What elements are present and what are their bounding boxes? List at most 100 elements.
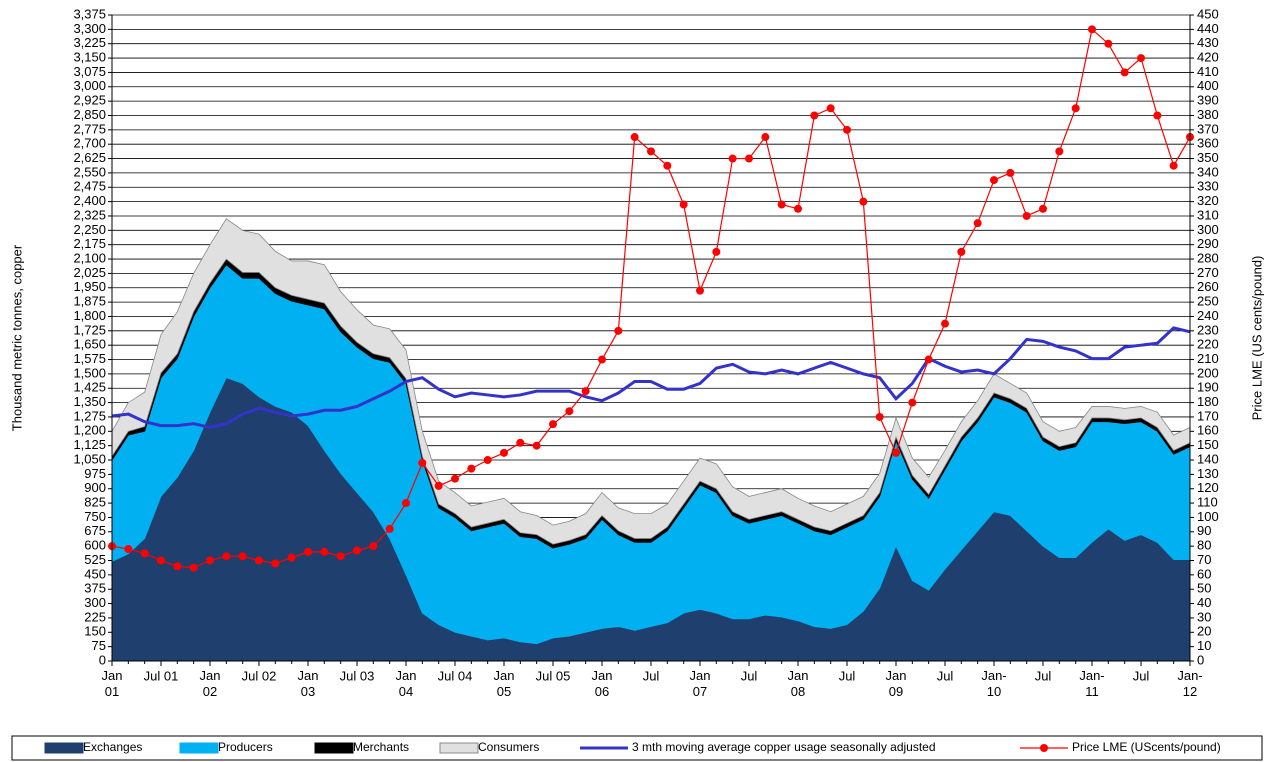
- marker: [467, 464, 476, 473]
- y-tick-label: 825: [84, 495, 106, 510]
- y2-tick-label: 220: [1197, 337, 1219, 352]
- y2-tick-label: 140: [1197, 451, 1219, 466]
- x-tick-label: Jul: [839, 668, 856, 683]
- x-tick-label: Jan-10: [981, 668, 1006, 699]
- y-tick-label: 1,500: [73, 365, 106, 380]
- marker: [353, 546, 361, 555]
- legend-label: 3 mth moving average copper usage season…: [632, 740, 936, 754]
- marker: [745, 154, 753, 163]
- y2-tick-label: 450: [1197, 6, 1219, 21]
- y2-tick-label: 210: [1197, 351, 1219, 366]
- legend-label: Price LME (UScents/pound): [1072, 740, 1221, 754]
- y-tick-label: 300: [84, 595, 106, 610]
- legend-swatch: [179, 742, 219, 754]
- x-tick-label: Jan 01: [102, 668, 123, 699]
- marker: [1104, 39, 1113, 48]
- marker: [1169, 161, 1178, 170]
- marker: [140, 549, 149, 558]
- marker: [157, 556, 165, 565]
- marker: [222, 552, 231, 561]
- y2-tick-label: 120: [1197, 480, 1219, 495]
- y-axis-title: Thousand metric tonnes, copper: [9, 244, 24, 431]
- marker: [483, 456, 492, 465]
- y2-tick-label: 180: [1197, 394, 1219, 409]
- marker: [336, 552, 345, 561]
- marker: [630, 133, 639, 142]
- y2-tick-label: 300: [1197, 222, 1219, 237]
- y2-tick-label: 290: [1197, 236, 1219, 251]
- x-tick-label: Jul: [643, 668, 660, 683]
- y-tick-label: 375: [84, 581, 106, 596]
- y2-tick-label: 150: [1197, 437, 1219, 452]
- y-tick-label: 75: [92, 638, 106, 653]
- y2-tick-label: 340: [1197, 164, 1219, 179]
- marker: [189, 563, 198, 572]
- marker: [304, 547, 312, 556]
- y-tick-label: 2,250: [73, 222, 106, 237]
- y-tick-label: 2,475: [73, 179, 106, 194]
- marker: [1055, 147, 1064, 156]
- legend-label: Merchants: [353, 740, 409, 754]
- marker: [402, 499, 410, 508]
- marker: [826, 104, 835, 113]
- y-tick-label: 900: [84, 480, 106, 495]
- y2-tick-label: 360: [1197, 136, 1219, 151]
- legend-label: Consumers: [478, 740, 539, 754]
- y-tick-label: 1,950: [73, 279, 106, 294]
- y-tick-label: 0: [99, 652, 106, 667]
- y2-tick-label: 200: [1197, 365, 1219, 380]
- marker: [794, 204, 802, 213]
- marker: [385, 524, 394, 533]
- y2-tick-label: 420: [1197, 50, 1219, 65]
- y-tick-label: 1,350: [73, 394, 106, 409]
- marker: [647, 147, 655, 156]
- marker: [124, 545, 133, 554]
- marker: [173, 562, 182, 571]
- y-tick-label: 675: [84, 523, 106, 538]
- marker: [712, 247, 721, 256]
- y-tick-label: 150: [84, 624, 106, 639]
- y2-tick-label: 240: [1197, 308, 1219, 323]
- marker: [369, 542, 378, 551]
- x-tick-label: Jan 07: [690, 668, 711, 699]
- x-tick-label: Jan 09: [886, 668, 907, 699]
- marker: [532, 441, 541, 450]
- y-tick-label: 2,850: [73, 107, 106, 122]
- y-tick-label: 2,025: [73, 265, 106, 280]
- y-tick-label: 2,925: [73, 93, 106, 108]
- y2-tick-label: 270: [1197, 265, 1219, 280]
- y-tick-label: 450: [84, 566, 106, 581]
- x-tick-label: Jul: [1035, 668, 1052, 683]
- marker: [581, 387, 590, 396]
- marker: [434, 481, 443, 490]
- legend-swatch: [44, 742, 84, 754]
- y2-tick-label: 260: [1197, 279, 1219, 294]
- marker: [941, 319, 949, 328]
- x-tick-label: Jul 01: [144, 668, 179, 683]
- y2-tick-label: 400: [1197, 78, 1219, 93]
- y2-tick-label: 20: [1197, 624, 1211, 639]
- legend: Exchanges Producers Merchants Consumers 3 mt…: [44, 740, 1221, 754]
- y-tick-label: 3,075: [73, 64, 106, 79]
- y2-tick-label: 10: [1197, 638, 1211, 653]
- x-tick-label: Jul: [1133, 668, 1150, 683]
- y-tick-label: 750: [84, 509, 106, 524]
- y2-tick-label: 80: [1197, 538, 1211, 553]
- y2-tick-label: 0: [1197, 652, 1204, 667]
- y2-tick-label: 250: [1197, 294, 1219, 309]
- legend-swatch: [439, 742, 479, 754]
- y2-tick-label: 350: [1197, 150, 1219, 165]
- marker: [728, 154, 737, 163]
- y-tick-label: 1,725: [73, 322, 106, 337]
- y-tick-label: 3,000: [73, 78, 106, 93]
- y-tick-label: 3,225: [73, 35, 106, 50]
- x-tick-label: Jan 06: [592, 668, 613, 699]
- marker: [206, 556, 214, 565]
- marker: [320, 547, 329, 556]
- y2-tick-label: 90: [1197, 523, 1211, 538]
- legend-box: [11, 735, 1263, 761]
- x-tick-label: Jul: [741, 668, 758, 683]
- marker: [598, 355, 606, 364]
- marker: [1153, 111, 1162, 120]
